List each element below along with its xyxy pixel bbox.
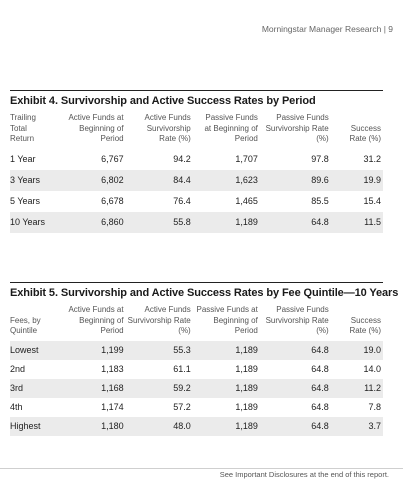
- col-header-fee-quintile: Fees, by Quintile: [10, 315, 41, 336]
- col-header-active-survivorship: Active Funds Survivorship Rate (%): [127, 305, 191, 335]
- exhibit-4-header-row: Trailing Total Return Active Funds at Be…: [10, 113, 383, 149]
- table-row: 1 Year 6,767 94.2 1,707 97.8 31.2: [10, 149, 383, 170]
- active-funds-begin-cell: 1,180: [58, 416, 126, 436]
- table-row: Highest 1,180 48.0 1,189 64.8 3.7: [10, 416, 383, 436]
- passive-funds-begin-cell: 1,189: [235, 402, 258, 412]
- col-header-passive-funds-begin: Passive Funds at Beginning of Period: [204, 113, 258, 143]
- table-row: 5 Years 6,678 76.4 1,465 85.5 15.4: [10, 191, 383, 212]
- row-label: Lowest: [10, 340, 59, 360]
- passive-funds-begin-cell: 1,623: [192, 169, 260, 191]
- passive-survivorship-cell: 64.8: [259, 340, 331, 360]
- passive-funds-begin-cell: 1,189: [192, 378, 260, 398]
- passive-funds-begin-cell: 1,189: [192, 416, 260, 436]
- passive-funds-begin-cell: 1,465: [235, 196, 258, 206]
- active-funds-begin-cell: 1,199: [58, 340, 126, 360]
- running-head: Morningstar Manager Research | 9: [261, 24, 393, 34]
- table-row: Lowest 1,199 55.3 1,189 64.8 19.0: [10, 340, 383, 360]
- passive-survivorship-cell: 64.8: [259, 211, 331, 233]
- active-survivorship-cell: 76.4: [173, 196, 191, 206]
- col-header-active-funds-begin: Active Funds at Beginning of Period: [68, 305, 124, 335]
- success-rate-cell: 15.4: [363, 196, 381, 206]
- table-row: 2nd 1,183 61.1 1,189 64.8 14.0: [10, 360, 383, 379]
- passive-funds-begin-cell: 1,189: [192, 211, 260, 233]
- table-row: 4th 1,174 57.2 1,189 64.8 7.8: [10, 398, 383, 417]
- passive-survivorship-cell: 64.8: [259, 378, 331, 398]
- passive-funds-begin-cell: 1,189: [192, 340, 260, 360]
- active-funds-begin-cell: 1,183: [101, 364, 124, 374]
- col-header-passive-funds-begin: Passive Funds at Beginning of Period: [196, 305, 258, 335]
- row-label: 10 Years: [10, 211, 59, 233]
- active-survivorship-cell: 55.3: [125, 340, 193, 360]
- exhibit-5-top-rule: [10, 282, 383, 283]
- active-survivorship-cell: 55.8: [125, 211, 193, 233]
- row-label: 5 Years: [10, 196, 41, 206]
- col-header-passive-survivorship: Passive Funds Survivorship Rate (%): [265, 305, 329, 335]
- exhibit-5: Exhibit 5. Survivorship and Active Succe…: [10, 282, 399, 436]
- footer-disclosure: See Important Disclosures at the end of …: [219, 470, 389, 479]
- col-header-active-funds-begin: Active Funds at Beginning of Period: [68, 113, 124, 143]
- table-row: 3rd 1,168 59.2 1,189 64.8 11.2: [10, 378, 383, 398]
- active-funds-begin-cell: 1,174: [101, 402, 124, 412]
- success-rate-cell: 14.0: [363, 364, 381, 374]
- exhibit-4: Exhibit 4. Survivorship and Active Succe…: [10, 90, 383, 233]
- active-funds-begin-cell: 6,767: [101, 154, 124, 164]
- row-label: 3rd: [10, 378, 59, 398]
- success-rate-cell: 19.9: [330, 169, 383, 191]
- active-survivorship-cell: 48.0: [125, 416, 193, 436]
- active-survivorship-cell: 61.1: [173, 364, 191, 374]
- col-header-active-survivorship: Active Funds Survivorship Rate (%): [144, 113, 191, 143]
- passive-survivorship-cell: 97.8: [311, 154, 329, 164]
- table-row: 3 Years 6,802 84.4 1,623 89.6 19.9: [10, 169, 383, 191]
- active-survivorship-cell: 59.2: [125, 378, 193, 398]
- exhibit-4-table: Trailing Total Return Active Funds at Be…: [10, 113, 383, 233]
- exhibit-4-top-rule: [10, 90, 383, 91]
- success-rate-cell: 3.7: [330, 416, 383, 436]
- passive-survivorship-cell: 85.5: [311, 196, 329, 206]
- exhibit-5-header-row: Fees, by Quintile Active Funds at Beginn…: [10, 305, 383, 341]
- row-label: 4th: [10, 402, 23, 412]
- exhibit-5-table: Fees, by Quintile Active Funds at Beginn…: [10, 305, 383, 436]
- exhibit-4-title: Exhibit 4. Survivorship and Active Succe…: [10, 95, 316, 107]
- row-label: 3 Years: [10, 169, 59, 191]
- success-rate-cell: 11.2: [330, 378, 383, 398]
- active-survivorship-cell: 94.2: [173, 154, 191, 164]
- active-survivorship-cell: 84.4: [125, 169, 193, 191]
- success-rate-cell: 31.2: [363, 154, 381, 164]
- row-label: Highest: [10, 416, 59, 436]
- exhibit-5-title: Exhibit 5. Survivorship and Active Succe…: [10, 287, 399, 299]
- col-header-success-rate: Success Rate (%): [349, 315, 381, 336]
- active-survivorship-cell: 57.2: [173, 402, 191, 412]
- passive-funds-begin-cell: 1,707: [235, 154, 258, 164]
- success-rate-cell: 19.0: [330, 340, 383, 360]
- active-funds-begin-cell: 6,860: [58, 211, 126, 233]
- success-rate-cell: 11.5: [330, 211, 383, 233]
- col-header-success-rate: Success Rate (%): [349, 123, 381, 144]
- active-funds-begin-cell: 1,168: [58, 378, 126, 398]
- table-row: 10 Years 6,860 55.8 1,189 64.8 11.5: [10, 211, 383, 233]
- col-header-trailing-return: Trailing Total Return: [10, 113, 36, 143]
- passive-survivorship-cell: 64.8: [311, 402, 329, 412]
- passive-survivorship-cell: 64.8: [311, 364, 329, 374]
- col-header-passive-survivorship: Passive Funds Survivorship Rate (%): [265, 113, 329, 143]
- passive-survivorship-cell: 89.6: [259, 169, 331, 191]
- row-label: 1 Year: [10, 154, 36, 164]
- active-funds-begin-cell: 6,678: [101, 196, 124, 206]
- passive-funds-begin-cell: 1,189: [235, 364, 258, 374]
- active-funds-begin-cell: 6,802: [58, 169, 126, 191]
- footer-rule: [0, 468, 403, 469]
- row-label: 2nd: [10, 364, 26, 374]
- passive-survivorship-cell: 64.8: [259, 416, 331, 436]
- success-rate-cell: 7.8: [368, 402, 381, 412]
